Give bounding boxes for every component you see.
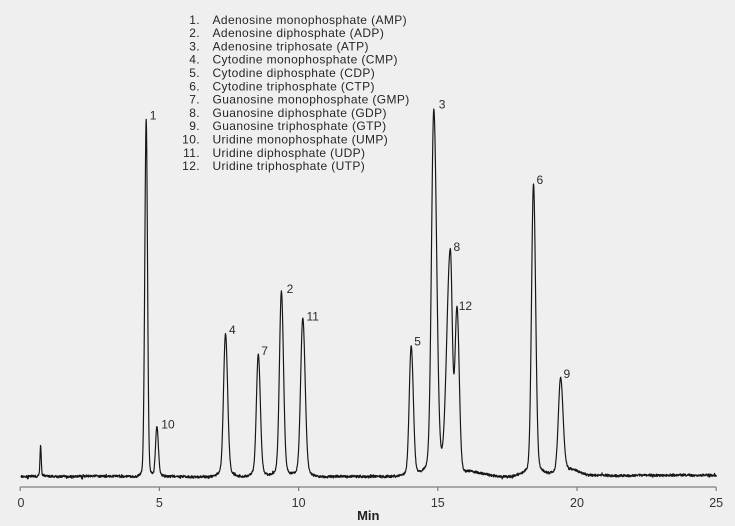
svg-text:0: 0 [18,496,25,510]
svg-text:Cytodine monophosphate (CMP): Cytodine monophosphate (CMP) [213,53,398,67]
svg-text:Adenosine diphosphate (ADP): Adenosine diphosphate (ADP) [213,26,385,40]
svg-text:6: 6 [537,173,544,187]
svg-text:7.: 7. [189,93,200,107]
svg-text:5.: 5. [189,66,200,80]
svg-text:11.: 11. [183,146,200,160]
svg-text:25: 25 [709,496,723,510]
svg-text:7: 7 [261,344,268,358]
svg-text:5: 5 [156,496,163,510]
svg-text:9: 9 [564,367,571,381]
svg-text:3: 3 [439,98,446,112]
svg-text:Adenosine triphosate (ATP): Adenosine triphosate (ATP) [213,39,369,53]
svg-text:Uridine diphosphate (UDP): Uridine diphosphate (UDP) [213,146,366,160]
svg-text:2.: 2. [189,26,200,40]
svg-text:4: 4 [229,323,236,337]
svg-text:Adenosine monophosphate (AMP): Adenosine monophosphate (AMP) [213,13,407,27]
svg-text:10.: 10. [182,133,200,147]
svg-text:Guanosine triphosphate (GTP): Guanosine triphosphate (GTP) [213,119,387,133]
svg-text:11: 11 [307,310,320,324]
svg-text:1.: 1. [189,13,200,27]
svg-text:10: 10 [292,496,306,510]
svg-text:4.: 4. [189,53,200,67]
svg-text:8.: 8. [189,106,200,120]
svg-text:15: 15 [431,496,445,510]
svg-text:Cytodine diphosphate (CDP): Cytodine diphosphate (CDP) [213,66,376,80]
svg-text:Uridine triphosphate (UTP): Uridine triphosphate (UTP) [213,159,366,173]
svg-text:5: 5 [414,335,421,349]
svg-text:12: 12 [459,299,473,313]
svg-text:8: 8 [454,240,461,254]
svg-text:1: 1 [150,109,157,123]
svg-text:12.: 12. [182,159,200,173]
svg-text:2: 2 [287,282,294,296]
svg-text:10: 10 [161,417,175,431]
svg-text:Min: Min [357,508,379,523]
svg-text:Cytodine triphosphate (CTP): Cytodine triphosphate (CTP) [213,79,375,93]
svg-text:Guanosine monophosphate (GMP): Guanosine monophosphate (GMP) [213,93,410,107]
svg-text:Uridine monophosphate (UMP): Uridine monophosphate (UMP) [213,133,389,147]
svg-text:20: 20 [570,496,584,510]
svg-text:Guanosine diphosphate (GDP): Guanosine diphosphate (GDP) [213,106,387,120]
svg-text:3.: 3. [189,39,200,53]
svg-text:9.: 9. [189,119,200,133]
svg-text:6.: 6. [189,79,200,93]
